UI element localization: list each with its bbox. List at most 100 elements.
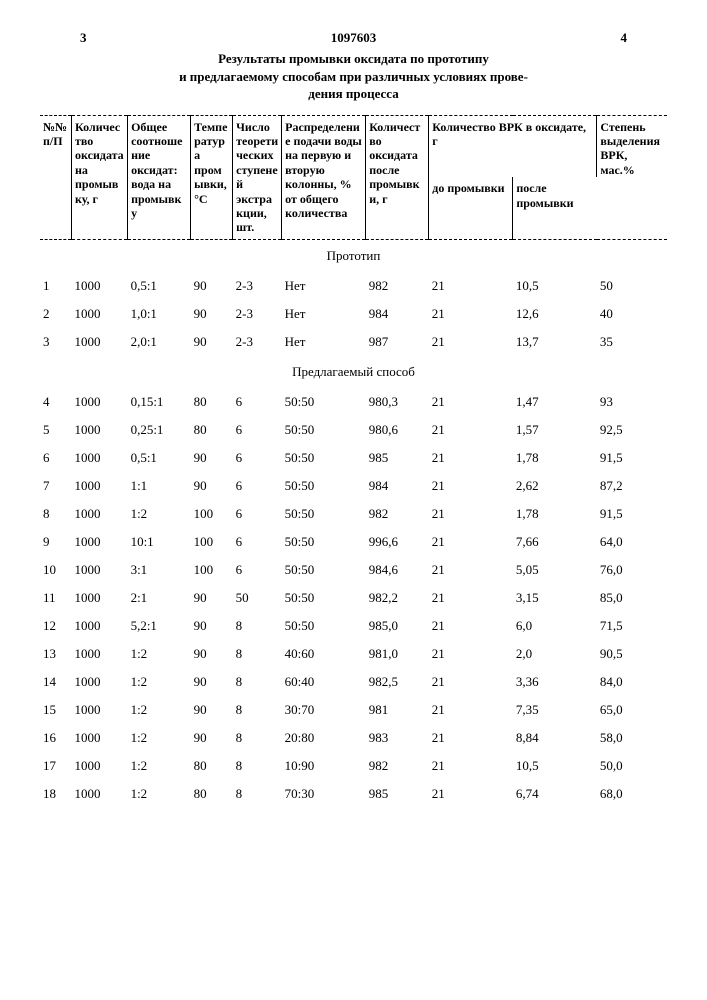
cell: 0,25:1 (128, 416, 191, 444)
cell: 90 (191, 640, 233, 668)
col-stages: Число теоретических ступеней экстракции,… (233, 115, 282, 239)
cell: 1,0:1 (128, 300, 191, 328)
cell: 21 (429, 752, 513, 780)
table-row: 9100010:1100650:50996,6217,6664,0 (40, 528, 667, 556)
cell: 10,5 (513, 752, 597, 780)
cell: Нет (282, 328, 366, 356)
table-row: 710001:190650:50984212,6287,2 (40, 472, 667, 500)
cell: 6,74 (513, 780, 597, 808)
cell: 64,0 (597, 528, 667, 556)
cell: 90 (191, 612, 233, 640)
table-head: №№ п/П Количество оксидата на промывку, … (40, 115, 667, 239)
cell: 8 (233, 752, 282, 780)
cell: 6 (233, 416, 282, 444)
cell: 2-3 (233, 328, 282, 356)
cell: 90 (191, 472, 233, 500)
cell: 0,15:1 (128, 388, 191, 416)
cell: 980,3 (366, 388, 429, 416)
cell: 1000 (72, 416, 128, 444)
cell: 21 (429, 472, 513, 500)
cell: 85,0 (597, 584, 667, 612)
cell: 50,0 (597, 752, 667, 780)
cell: 982,5 (366, 668, 429, 696)
cell: 10:1 (128, 528, 191, 556)
col-num: №№ п/П (40, 115, 72, 239)
table-row: 210001,0:1902-3Нет9842112,640 (40, 300, 667, 328)
table-row: 1110002:1905050:50982,2213,1585,0 (40, 584, 667, 612)
cell: 3,15 (513, 584, 597, 612)
cell: 1000 (72, 528, 128, 556)
cell: 21 (429, 388, 513, 416)
col-temp: Температура промывки, °С (191, 115, 233, 239)
cell: 1000 (72, 780, 128, 808)
results-table: №№ п/П Количество оксидата на промывку, … (40, 115, 667, 808)
col-degree: Степень выделения ВРК, мас.% (597, 115, 667, 239)
cell: 6 (40, 444, 72, 472)
cell: 90 (191, 272, 233, 300)
cell: 40 (597, 300, 667, 328)
table-row: 1310001:290840:60981,0212,090,5 (40, 640, 667, 668)
cell: 1,78 (513, 444, 597, 472)
cell: 12,6 (513, 300, 597, 328)
cell: 50:50 (282, 584, 366, 612)
cell: 2-3 (233, 272, 282, 300)
cell: 5,05 (513, 556, 597, 584)
cell: 100 (191, 556, 233, 584)
page-right-num: 4 (621, 30, 628, 46)
cell: 93 (597, 388, 667, 416)
cell: 4 (40, 388, 72, 416)
cell: 1000 (72, 328, 128, 356)
cell: 1000 (72, 752, 128, 780)
cell: 8 (233, 696, 282, 724)
cell: 11 (40, 584, 72, 612)
cell: 985 (366, 444, 429, 472)
cell: 1000 (72, 444, 128, 472)
section-label: Предлагаемый способ (40, 356, 667, 388)
cell: 80 (191, 780, 233, 808)
cell: 12 (40, 612, 72, 640)
cell: 50:50 (282, 500, 366, 528)
cell: 21 (429, 444, 513, 472)
cell: 8,84 (513, 724, 597, 752)
cell: 1000 (72, 584, 128, 612)
cell: 35 (597, 328, 667, 356)
cell: Нет (282, 272, 366, 300)
section-label: Прототип (40, 239, 667, 272)
cell: 58,0 (597, 724, 667, 752)
cell: 6 (233, 528, 282, 556)
cell: 1000 (72, 272, 128, 300)
cell: 21 (429, 612, 513, 640)
cell: 1000 (72, 500, 128, 528)
cell: 21 (429, 500, 513, 528)
cell: 71,5 (597, 612, 667, 640)
cell: 90 (191, 724, 233, 752)
cell: 50:50 (282, 612, 366, 640)
cell: 7 (40, 472, 72, 500)
cell: 2 (40, 300, 72, 328)
cell: 50:50 (282, 444, 366, 472)
cell: 2:1 (128, 584, 191, 612)
cell: 21 (429, 724, 513, 752)
cell: 1000 (72, 668, 128, 696)
cell: 985 (366, 780, 429, 808)
cell: 13,7 (513, 328, 597, 356)
cell: 8 (233, 724, 282, 752)
doc-number: 1097603 (331, 30, 377, 46)
cell: 90 (191, 668, 233, 696)
cell: 21 (429, 780, 513, 808)
cell: 3,36 (513, 668, 597, 696)
cell: 1000 (72, 696, 128, 724)
cell: 0,5:1 (128, 444, 191, 472)
cell: 40:60 (282, 640, 366, 668)
cell: 1:2 (128, 668, 191, 696)
table-row: 1810001:280870:30985216,7468,0 (40, 780, 667, 808)
cell: 6 (233, 556, 282, 584)
cell: 18 (40, 780, 72, 808)
cell: 91,5 (597, 444, 667, 472)
cell: 1000 (72, 640, 128, 668)
cell: 50:50 (282, 388, 366, 416)
cell: 15 (40, 696, 72, 724)
cell: 10,5 (513, 272, 597, 300)
cell: 987 (366, 328, 429, 356)
cell: 21 (429, 640, 513, 668)
